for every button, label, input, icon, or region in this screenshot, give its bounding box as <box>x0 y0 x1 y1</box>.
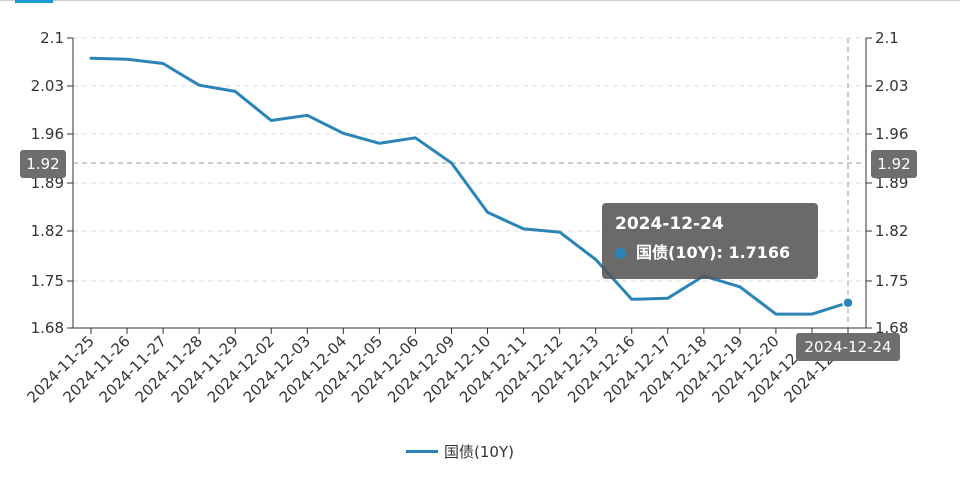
y-tick-label-left: 1.96 <box>31 125 64 143</box>
axis-pointer: 1.92 1.92 2024-12-24 <box>20 38 917 361</box>
x-axis: 2024-11-252024-11-262024-11-272024-11-28… <box>23 328 855 406</box>
tooltip-series-value: 国债(10Y): 1.7166 <box>636 243 791 262</box>
highlighted-point <box>842 296 854 309</box>
y-tick-label-right: 1.89 <box>875 174 908 192</box>
y-tick-label-left: 1.82 <box>31 222 64 240</box>
y-tick-label-left: 1.68 <box>31 319 64 337</box>
y-tick-label-left: 1.75 <box>31 272 64 290</box>
pointer-y-label-left-bg <box>20 150 66 178</box>
tooltip-date: 2024-12-24 <box>615 214 724 234</box>
pointer-y-label-left: 1.92 <box>26 155 59 173</box>
series-line <box>89 56 850 316</box>
legend[interactable]: 国债(10Y) <box>406 441 514 462</box>
pointer-x-label-bg <box>796 333 900 361</box>
tooltip: 2024-12-24 国债(10Y): 1.7166 <box>602 203 818 279</box>
y-tick-label-right: 1.68 <box>875 319 908 337</box>
y-axis-right: 2.1 2.03 1.96 1.89 1.82 1.75 1.68 <box>866 29 908 337</box>
pointer-y-label-right-bg <box>871 150 917 178</box>
y-tick-label-left: 1.89 <box>31 174 64 192</box>
series-color-dot <box>615 247 626 259</box>
y-tick-label-right: 1.82 <box>875 222 908 240</box>
y-tick-label-right: 1.75 <box>875 272 908 290</box>
legend-label: 国债(10Y) <box>444 443 514 461</box>
active-tab-indicator[interactable] <box>15 0 53 3</box>
y-tick-label-right: 2.1 <box>875 29 899 47</box>
tooltip-series-row: 国债(10Y): 1.7166 <box>615 243 805 263</box>
y-tick-label-right: 1.96 <box>875 125 908 143</box>
series-layer <box>89 56 854 316</box>
y-axis-left: 2.1 2.03 1.96 1.89 1.82 1.75 1.68 <box>31 29 73 337</box>
y-tick-label-left: 2.1 <box>40 29 64 47</box>
pointer-y-label-right: 1.92 <box>877 155 910 173</box>
pointer-x-label: 2024-12-24 <box>804 338 891 356</box>
top-border <box>0 0 960 1</box>
legend-line-icon <box>406 450 438 453</box>
y-tick-label-right: 2.03 <box>875 77 908 95</box>
y-tick-label-left: 2.03 <box>31 77 64 95</box>
